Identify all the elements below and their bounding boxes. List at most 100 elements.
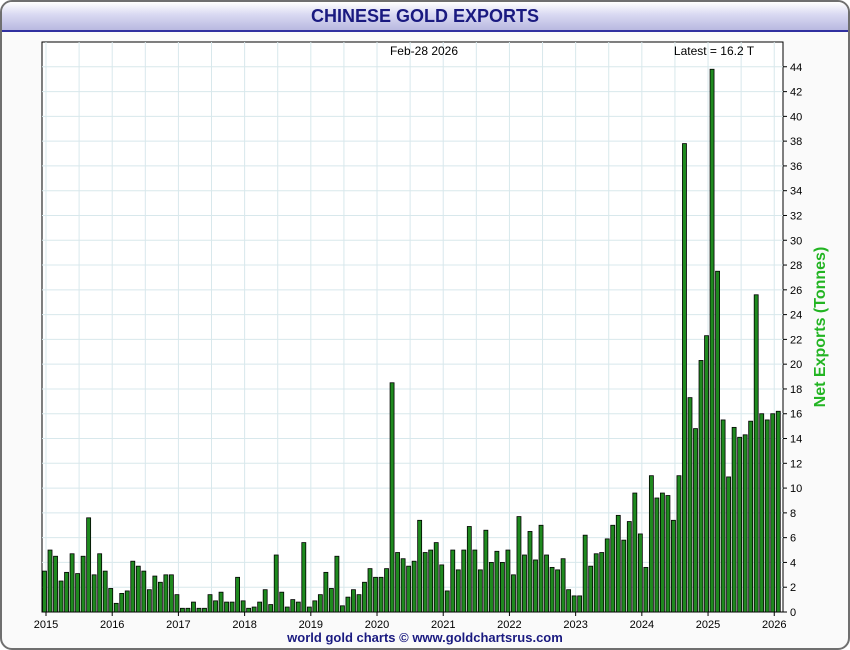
bar [257,601,263,613]
bar [345,596,351,613]
y-tick-label: 10 [790,483,802,495]
bar [351,589,356,613]
bar [207,594,213,613]
y-tick-label: 42 [790,87,802,99]
bar [527,531,533,613]
bar [306,606,312,613]
bar [224,601,229,613]
bar [660,492,665,613]
bar [516,516,522,613]
bar [566,589,572,613]
bar [157,581,163,613]
bar [687,397,693,613]
y-tick-label: 38 [790,136,802,148]
bar [246,607,252,613]
bar [301,542,307,613]
bar [494,550,500,613]
y-tick-label: 16 [790,409,802,421]
bar [163,574,169,613]
date-annotation: Feb-28 2026 [390,44,458,58]
bar [428,549,434,613]
x-tick-label: 2016 [100,619,124,631]
bar [726,476,732,613]
x-tick-label: 2025 [696,619,720,631]
bar [505,549,511,613]
bar [698,360,704,613]
bar [174,594,180,613]
bar [715,270,720,613]
bar [185,607,191,613]
bar [555,569,560,613]
bar [477,569,483,613]
bar [268,604,274,613]
bar [400,558,406,613]
x-tick-label: 2024 [630,619,654,631]
bar [483,529,489,613]
bar [621,539,627,613]
bar [731,426,737,613]
bar [709,68,715,613]
y-tick-label: 0 [790,607,796,619]
bar [152,575,158,613]
gridlines [42,42,783,612]
chart-title: CHINESE GOLD EXPORTS [310,6,540,26]
bars [42,68,781,613]
bar [533,559,538,613]
y-tick-label: 32 [790,210,802,222]
bar [384,568,389,613]
bar [450,549,456,613]
bar [317,594,323,613]
y-tick-label: 30 [790,235,802,247]
bar [47,549,53,613]
bar [284,606,290,613]
y-tick-label: 18 [790,384,802,396]
title-bar [2,2,848,32]
bar [213,600,218,613]
bar [334,555,340,613]
y-tick-label: 2 [790,582,796,594]
bar [235,576,240,613]
bar [759,413,765,613]
bar [373,576,378,613]
bar [422,552,428,613]
bar [599,552,605,613]
bar [676,475,682,613]
y-tick-label: 36 [790,161,802,173]
y-tick-label: 26 [790,285,802,297]
bar [395,552,400,613]
y-tick-label: 12 [790,458,802,470]
bar [378,576,384,613]
bar [648,475,654,613]
x-tick-label: 2023 [563,619,587,631]
bar [665,495,671,613]
bar [406,565,412,613]
x-tick-label: 2021 [431,619,455,631]
bar [737,436,743,613]
bar [191,601,196,613]
latest-annotation: Latest = 16.2 T [674,44,755,58]
bar [411,560,417,613]
bar [102,570,108,613]
bar [356,594,362,613]
y-tick-label: 28 [790,260,802,272]
bar [682,143,687,613]
bar [113,602,119,613]
bar [511,574,516,613]
x-axis-ticks: 2015 2016 2017 2018 2019 2020 2021 2022 2023 2024… [34,612,786,631]
bar [522,554,527,613]
bar [229,601,235,613]
y-tick-label: 8 [790,508,796,520]
bar [124,590,130,613]
x-tick-label: 2018 [232,619,256,631]
bar [472,549,478,613]
bar [64,571,69,613]
y-tick-label: 40 [790,111,802,123]
bar [582,534,588,613]
y-tick-label: 44 [790,62,802,74]
y-tick-label: 14 [790,434,802,446]
bar [202,607,207,613]
bar [290,599,296,613]
bar [389,382,395,613]
bar [720,419,726,613]
